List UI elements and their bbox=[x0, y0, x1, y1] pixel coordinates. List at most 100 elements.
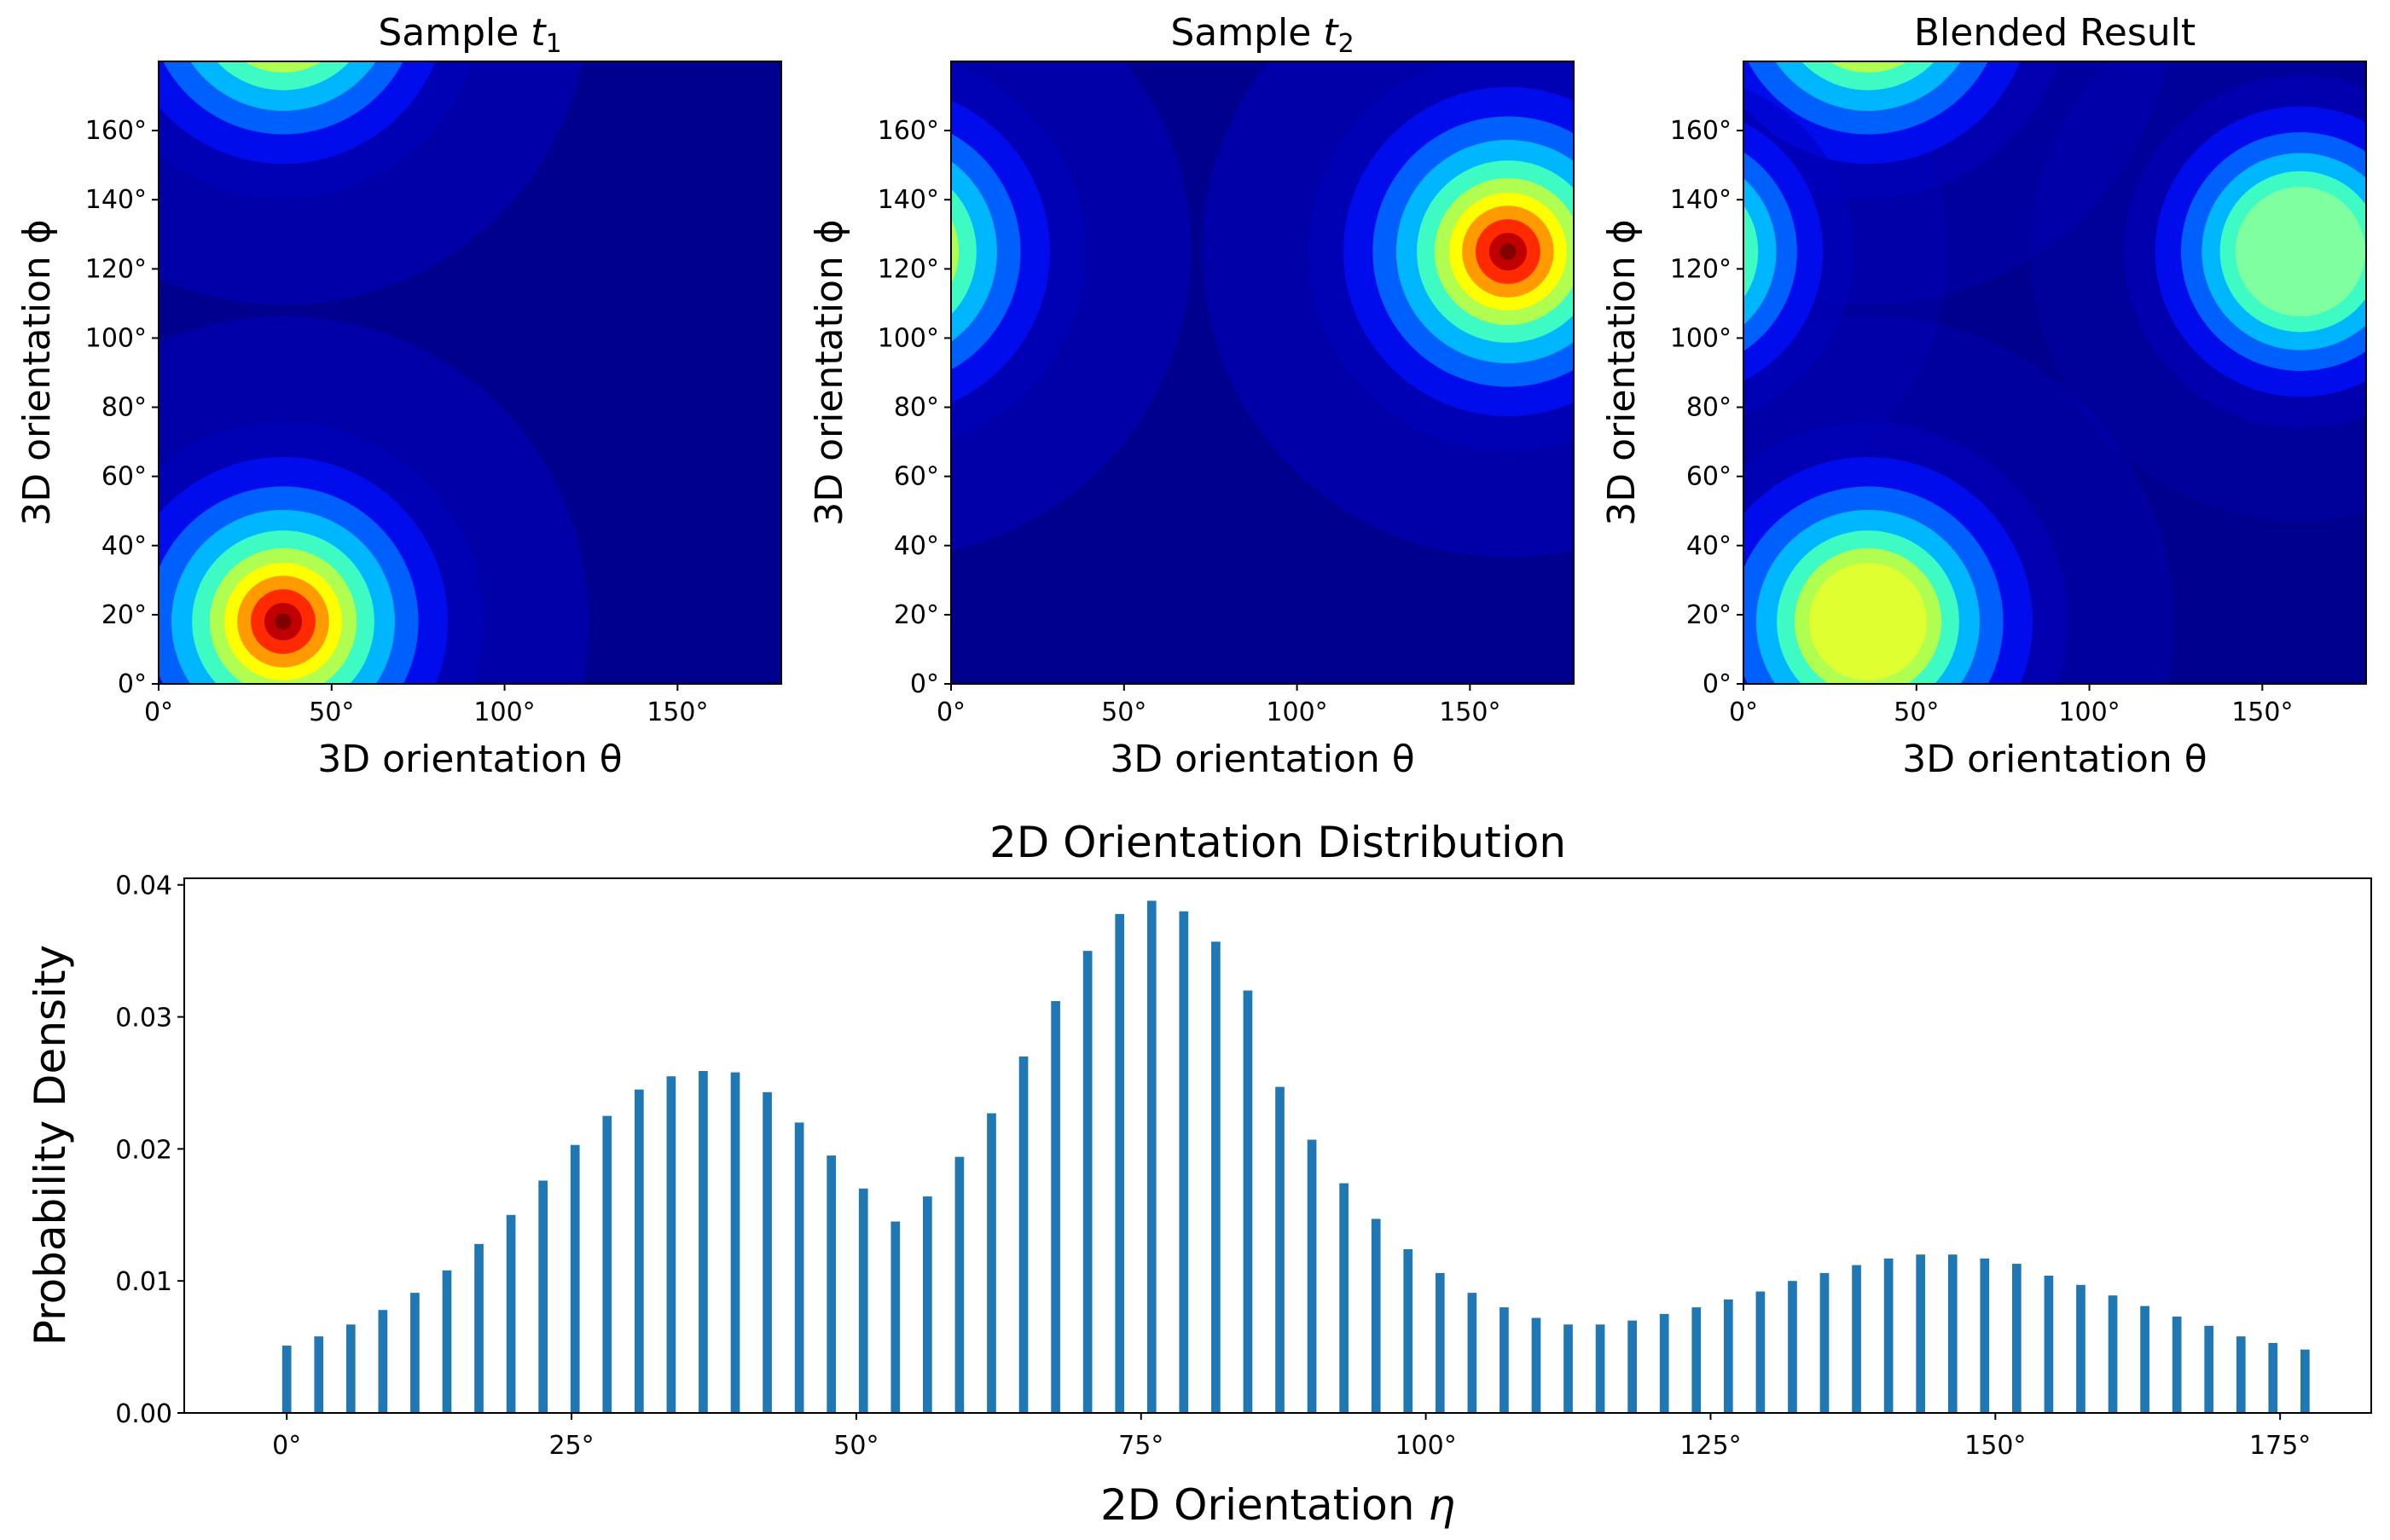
bar bbox=[2076, 1284, 2085, 1413]
heatmap-panel-sample-t2: 0° 50° 100° 150° 0° 20° 40° 60° 80° 100° 120° 140°… bbox=[808, 11, 1575, 781]
bar bbox=[858, 1188, 868, 1413]
y-tick-label: 0.02 bbox=[115, 1135, 172, 1165]
y-axis-label: 3D orientation ϕ bbox=[15, 219, 59, 526]
x-axis-label: 2D Orientation η bbox=[1100, 1480, 1455, 1530]
bar bbox=[954, 1156, 965, 1413]
x-axis-label: 3D orientation θ bbox=[1902, 738, 2207, 781]
bar-plot-frame bbox=[183, 877, 2372, 1414]
bar bbox=[987, 1113, 996, 1413]
y-axis-label: 3D orientation ϕ bbox=[808, 219, 851, 526]
y-tick-label: 80° bbox=[1686, 393, 1732, 423]
x-tick-label: 0° bbox=[937, 698, 966, 727]
y-tick-label: 40° bbox=[102, 531, 147, 561]
y-axis-ticks: 0° 20° 40° 60° 80° 100° 120° 140° 160° bbox=[878, 116, 951, 699]
bar bbox=[1115, 913, 1125, 1413]
x-axis-ticks: 0° 25° 50° 75° 100° 125° 150° 175° bbox=[272, 1413, 2311, 1461]
bar bbox=[1371, 1219, 1381, 1413]
chart-title: 2D Orientation Distribution bbox=[989, 818, 1566, 867]
bar bbox=[1819, 1272, 1830, 1413]
bar bbox=[1691, 1307, 1702, 1413]
heatmap-contour-level bbox=[1809, 0, 1927, 58]
bar bbox=[827, 1155, 837, 1413]
chart-title: Sample t2 bbox=[1170, 11, 1354, 59]
heatmap-contour-level bbox=[951, 188, 977, 316]
heatmap-contour-level bbox=[1809, 563, 1927, 680]
bar bbox=[2012, 1264, 2022, 1413]
bar bbox=[2268, 1342, 2278, 1413]
heatmap-contour-level bbox=[224, 0, 342, 58]
heatmap-contour-level bbox=[1500, 243, 1517, 260]
heatmap-frame bbox=[1743, 61, 2367, 685]
y-tick-label: 160° bbox=[1670, 116, 1732, 146]
heatmap-contour-level bbox=[237, 0, 329, 45]
y-tick-label: 160° bbox=[85, 116, 147, 146]
y-tick-label: 40° bbox=[894, 531, 939, 561]
bar-chart-panel: 0° 25° 50° 75° 100° 125° 150° 175° 0.00 0.01 0.02… bbox=[26, 818, 2372, 1530]
bar bbox=[1435, 1272, 1445, 1413]
y-tick-label: 20° bbox=[102, 600, 147, 630]
bar bbox=[1916, 1254, 1926, 1413]
x-tick-label: 25° bbox=[548, 1431, 594, 1461]
y-tick-label: 140° bbox=[878, 185, 939, 215]
bar bbox=[1146, 900, 1157, 1413]
y-tick-label: 140° bbox=[1670, 185, 1732, 215]
x-tick-label: 100° bbox=[2058, 698, 2120, 727]
x-tick-label: 50° bbox=[1894, 698, 1939, 727]
y-tick-label: 80° bbox=[102, 393, 147, 423]
y-axis-label: Probability Density bbox=[26, 945, 75, 1346]
bar bbox=[794, 1122, 804, 1413]
bar bbox=[2108, 1295, 2118, 1413]
bar bbox=[1051, 1000, 1060, 1413]
heatmap-contour-level bbox=[2235, 187, 2365, 317]
x-axis-label: 3D orientation θ bbox=[1110, 738, 1414, 781]
y-tick-label: 120° bbox=[85, 254, 147, 284]
heatmap-frame bbox=[158, 61, 782, 685]
heatmap-contour-level bbox=[216, 61, 351, 90]
bar bbox=[1883, 1258, 1894, 1413]
y-tick-label: 0° bbox=[910, 669, 939, 699]
heatmap-contour-level bbox=[251, 0, 316, 32]
heatmap-contour-level bbox=[1743, 177, 1777, 326]
bar bbox=[1852, 1265, 1861, 1413]
bar bbox=[2204, 1325, 2214, 1413]
bar bbox=[2172, 1316, 2182, 1413]
bar bbox=[2140, 1306, 2149, 1413]
y-tick-label: 100° bbox=[85, 323, 147, 353]
y-tick-label: 60° bbox=[102, 462, 147, 492]
x-axis-ticks: 0° 50° 100° 150° bbox=[937, 684, 1500, 727]
bar bbox=[345, 1324, 356, 1413]
y-axis-ticks: 0° 20° 40° 60° 80° 100° 120° 140° 160° bbox=[1670, 116, 1743, 699]
bar bbox=[763, 1091, 772, 1413]
x-tick-label: 100° bbox=[1266, 698, 1327, 727]
heatmap-panel-sample-t1: 0° 50° 100° 150° 0° 20° 40° 60° 80° 100° 120° 140°… bbox=[15, 0, 782, 781]
bar bbox=[538, 1180, 548, 1413]
heatmap-intensity-layers bbox=[951, 61, 1574, 558]
x-tick-label: 50° bbox=[309, 698, 354, 727]
x-tick-label: 175° bbox=[2249, 1431, 2311, 1461]
heatmap-contour-level bbox=[1801, 61, 1935, 90]
bar bbox=[1595, 1324, 1605, 1413]
bar bbox=[1275, 1086, 1285, 1413]
x-tick-label: 100° bbox=[473, 698, 535, 727]
y-tick-label: 20° bbox=[1686, 600, 1732, 630]
heatmap-contour-level bbox=[1743, 205, 1759, 298]
y-tick-label: 0.00 bbox=[115, 1399, 172, 1429]
y-axis-ticks: 0.00 0.01 0.02 0.03 0.04 bbox=[115, 871, 184, 1429]
x-tick-label: 0° bbox=[1729, 698, 1758, 727]
bar bbox=[1500, 1307, 1509, 1413]
x-tick-label: 150° bbox=[2231, 698, 2293, 727]
y-axis-label: 3D orientation ϕ bbox=[1600, 219, 1644, 526]
chart-title: Blended Result bbox=[1914, 11, 2196, 55]
bar bbox=[923, 1196, 932, 1413]
y-tick-label: 0° bbox=[1703, 669, 1732, 699]
x-axis-ticks: 0° 50° 100° 150° bbox=[144, 684, 708, 727]
x-tick-label: 50° bbox=[833, 1431, 879, 1461]
y-axis-ticks: 0° 20° 40° 60° 80° 100° 120° 140° 160° bbox=[85, 116, 159, 699]
heatmap-intensity-layers bbox=[159, 0, 589, 684]
bar bbox=[281, 1346, 292, 1413]
heatmap-panel-blended-result: 0° 50° 100° 150° 0° 20° 40° 60° 80° 100° 120° 140°… bbox=[1600, 0, 2367, 781]
bar bbox=[666, 1076, 676, 1413]
heatmap-frame bbox=[950, 61, 1575, 685]
x-tick-label: 50° bbox=[1101, 698, 1146, 727]
bar bbox=[474, 1243, 484, 1413]
